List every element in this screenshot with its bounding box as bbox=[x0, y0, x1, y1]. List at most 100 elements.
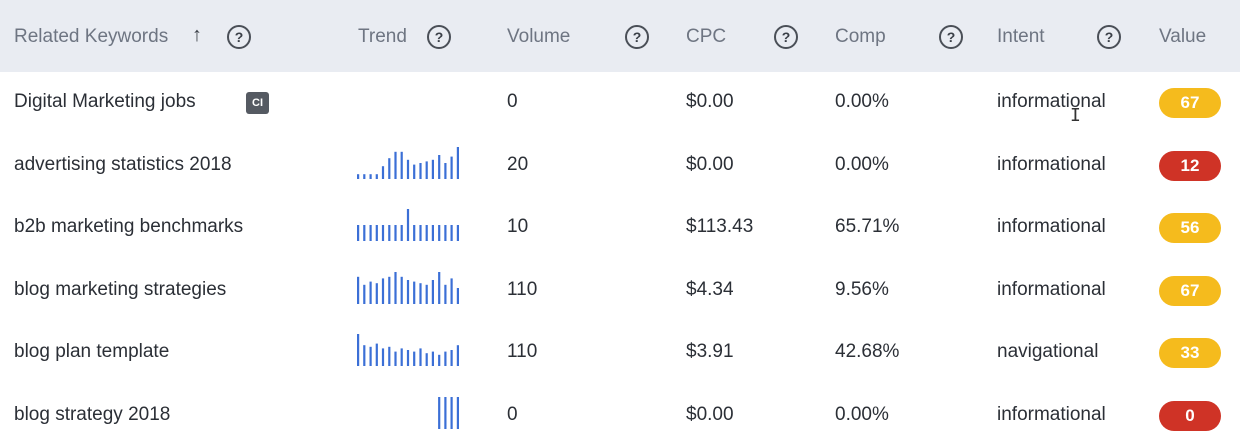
keyword-link[interactable]: advertising statistics 2018 bbox=[14, 154, 232, 175]
trend-bar bbox=[388, 346, 391, 366]
trend-sparkline bbox=[357, 334, 459, 366]
trend-bar bbox=[406, 159, 410, 179]
intent-value: informational bbox=[997, 91, 1106, 112]
column-header-value[interactable]: Value bbox=[1159, 26, 1207, 47]
volume-value: 20 bbox=[507, 154, 529, 175]
trend-bar bbox=[394, 151, 397, 179]
trend-bar bbox=[438, 155, 441, 179]
question-circle-icon[interactable]: ? bbox=[774, 25, 798, 49]
trend-bar bbox=[438, 225, 441, 241]
keyword-link[interactable]: Digital Marketing jobs bbox=[14, 91, 196, 112]
question-circle-icon[interactable]: ? bbox=[939, 25, 963, 49]
keyword-link[interactable]: blog plan template bbox=[14, 341, 170, 362]
table-row[interactable]: advertising statistics 2018 20 $0.00 0.00% i… bbox=[0, 135, 1240, 197]
trend-bar bbox=[456, 345, 459, 366]
value-badge: 67 bbox=[1159, 88, 1221, 118]
column-header-volume[interactable]: Volume bbox=[507, 26, 571, 47]
cpc-value: $0.00 bbox=[686, 154, 734, 175]
trend-bar bbox=[381, 225, 385, 241]
table-row[interactable]: blog plan template 110 $3.91 42.68% navigati… bbox=[0, 322, 1240, 384]
cpc-value: $113.43 bbox=[686, 216, 754, 237]
volume-value: 10 bbox=[507, 216, 529, 237]
trend-bar bbox=[357, 276, 360, 304]
keyword-link[interactable]: blog strategy 2018 bbox=[14, 404, 171, 425]
column-header-intent[interactable]: Intent bbox=[997, 26, 1045, 47]
trend-bar bbox=[444, 351, 447, 366]
trend-bar bbox=[450, 278, 453, 304]
trend-bar bbox=[438, 354, 441, 366]
trend-bar bbox=[400, 151, 403, 179]
trend-bar bbox=[369, 281, 372, 304]
arrow-up-icon[interactable]: ↑ bbox=[192, 24, 202, 46]
trend-bar bbox=[456, 288, 459, 304]
table-row[interactable]: Digital Marketing jobs 0 $0.00 0.00% informa… bbox=[0, 72, 1240, 134]
value-badge: 12 bbox=[1159, 151, 1221, 181]
trend-bar bbox=[400, 225, 403, 241]
trend-bar bbox=[431, 280, 434, 304]
column-header-cpc[interactable]: CPC bbox=[686, 26, 727, 47]
trend-bar bbox=[431, 159, 434, 179]
trend-bar bbox=[381, 348, 385, 366]
trend-bar bbox=[375, 343, 378, 366]
trend-bar bbox=[413, 281, 416, 304]
column-header-trend[interactable]: Trend bbox=[358, 26, 407, 47]
trend-bar bbox=[375, 174, 378, 179]
trend-bar bbox=[444, 284, 447, 304]
intent-value: informational bbox=[997, 216, 1106, 237]
trend-bar bbox=[357, 225, 360, 241]
cpc-value: $0.00 bbox=[686, 91, 734, 112]
trend-bar bbox=[419, 348, 422, 366]
question-circle-icon[interactable]: ? bbox=[1097, 25, 1121, 49]
trend-bar bbox=[456, 397, 459, 429]
trend-bar bbox=[444, 225, 447, 241]
intent-value: informational bbox=[997, 154, 1106, 175]
trend-bar bbox=[438, 397, 441, 429]
intent-value: informational bbox=[997, 279, 1106, 300]
trend-sparkline bbox=[357, 209, 459, 241]
value-badge: 56 bbox=[1159, 213, 1221, 243]
trend-bar bbox=[363, 284, 366, 304]
trend-bar bbox=[369, 346, 372, 366]
question-circle-icon[interactable]: ? bbox=[625, 25, 649, 49]
value-badge: 67 bbox=[1159, 276, 1221, 306]
trend-bar bbox=[363, 225, 366, 241]
trend-bar bbox=[406, 280, 410, 304]
trend-bar bbox=[444, 163, 447, 179]
comp-value: 42.68% bbox=[835, 341, 900, 362]
cpc-value: $3.91 bbox=[686, 341, 734, 362]
keyword-link[interactable]: b2b marketing benchmarks bbox=[14, 216, 244, 237]
trend-bar bbox=[425, 161, 428, 179]
trend-bar bbox=[363, 174, 366, 179]
table-row[interactable]: b2b marketing benchmarks 10 $113.43 65.71% i… bbox=[0, 197, 1240, 259]
cpc-value: $4.34 bbox=[686, 279, 734, 300]
table-row[interactable]: blog strategy 2018 0 $0.00 0.00% information… bbox=[0, 385, 1240, 447]
trend-bar bbox=[394, 272, 397, 304]
keyword-link[interactable]: blog marketing strategies bbox=[14, 279, 227, 300]
column-header-comp[interactable]: Comp bbox=[835, 26, 886, 47]
volume-value: 110 bbox=[507, 341, 538, 362]
trend-bar bbox=[406, 209, 410, 241]
trend-bar bbox=[413, 225, 416, 241]
trend-bar bbox=[394, 225, 397, 241]
question-circle-icon[interactable]: ? bbox=[427, 25, 451, 49]
trend-bar bbox=[419, 163, 422, 179]
trend-bar bbox=[456, 147, 459, 179]
column-header-keyword[interactable]: Related Keywords bbox=[14, 26, 169, 47]
trend-bar bbox=[375, 283, 378, 304]
trend-bar bbox=[425, 225, 428, 241]
table-row[interactable]: blog marketing strategies 110 $4.34 9.56% in… bbox=[0, 260, 1240, 322]
table-header: Related Keywords ↑ ? Trend ? Volume ? CP… bbox=[0, 0, 1240, 72]
comp-value: 0.00% bbox=[835, 91, 889, 112]
trend-bar bbox=[419, 225, 422, 241]
trend-bar bbox=[413, 351, 416, 366]
ci-tag[interactable]: CI bbox=[246, 92, 269, 114]
trend-bar bbox=[413, 164, 416, 179]
trend-bar bbox=[431, 351, 434, 366]
trend-bar bbox=[425, 284, 428, 304]
comp-value: 9.56% bbox=[835, 279, 889, 300]
trend-bar bbox=[444, 397, 447, 429]
question-circle-icon[interactable]: ? bbox=[227, 25, 251, 49]
trend-bar bbox=[381, 278, 385, 304]
trend-bar bbox=[419, 283, 422, 304]
